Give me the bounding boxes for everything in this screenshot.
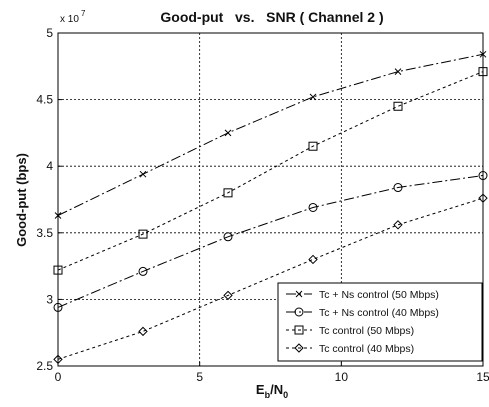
data-point [393, 101, 403, 111]
legend-marker [295, 290, 303, 298]
chart-title: Good-put vs. SNR ( Channel 2 ) [160, 9, 383, 25]
series-1 [54, 50, 487, 219]
legend: Tc + Ns control (50 Mbps) Tc + Ns control… [277, 282, 483, 362]
data-point [479, 50, 487, 58]
data-point [139, 170, 147, 178]
y-tick-label: 3 [46, 292, 53, 306]
x-axis-label-sub-b: b [265, 390, 271, 400]
data-point [53, 302, 63, 312]
data-point [224, 129, 232, 137]
y-multiplier: x 10 7 [60, 9, 86, 25]
data-point [223, 290, 233, 301]
data-point [393, 220, 403, 230]
series-line [57, 53, 484, 216]
data-point [394, 68, 402, 75]
legend-entry: Tc control (40 Mbps) [286, 343, 414, 355]
y-tick-label: 2.5 [36, 359, 53, 373]
y-axis-label: Good-put (bps) [14, 153, 29, 247]
y-tick-label: 3.5 [36, 226, 53, 240]
legend-marker [294, 325, 304, 335]
data-point [478, 193, 488, 203]
x-tick-label: 0 [55, 370, 62, 384]
data-point [53, 265, 63, 275]
data-point [308, 254, 318, 265]
legend-entry: Tc + Ns control (40 Mbps) [286, 307, 439, 319]
legend-box [277, 282, 483, 362]
legend-label: Tc + Ns control (40 Mbps) [319, 307, 439, 319]
series-layer [53, 50, 488, 365]
data-point [308, 202, 318, 212]
y-tick-label: 5 [46, 26, 53, 40]
legend-label: Tc control (40 Mbps) [319, 343, 414, 355]
data-point [478, 171, 488, 181]
data-point [54, 212, 62, 219]
x-ticks: 0 5 10 15 [55, 362, 489, 384]
plot-frame [57, 32, 484, 367]
legend-marker [294, 343, 304, 353]
y-ticks: 2.5 3 3.5 4 4.5 5 [36, 26, 62, 373]
x-axis-label-n: /N [270, 382, 283, 397]
y-multiplier-exponent: 7 [81, 9, 86, 18]
data-point [308, 141, 318, 151]
x-axis-label-sub-0: 0 [283, 390, 288, 400]
data-point [138, 326, 148, 337]
x-tick-label: 15 [476, 370, 489, 384]
x-tick-label: 5 [196, 370, 203, 384]
series-4 [53, 193, 488, 365]
series-2 [53, 171, 488, 312]
y-tick-label: 4 [46, 159, 53, 173]
data-point [138, 229, 148, 239]
series-line [57, 71, 484, 271]
legend-label: Tc control (50 Mbps) [319, 325, 414, 337]
data-point [478, 67, 488, 77]
x-tick-label: 10 [335, 370, 349, 384]
series-line [57, 175, 484, 308]
legend-marker [294, 307, 304, 317]
x-axis-label-e: E [256, 382, 265, 397]
data-point [393, 183, 403, 193]
data-point [53, 354, 63, 365]
series-line [57, 197, 484, 360]
legend-entry: Tc control (50 Mbps) [286, 325, 414, 337]
series-3 [53, 67, 488, 275]
data-point [223, 232, 233, 242]
y-tick-label: 4.5 [36, 93, 53, 107]
legend-entry: Tc + Ns control (50 Mbps) [286, 289, 439, 301]
y-multiplier-base: x 10 [60, 14, 79, 25]
legend-label: Tc + Ns control (50 Mbps) [319, 289, 439, 301]
data-point [309, 93, 317, 101]
x-axis-label: Eb/N0 [256, 382, 288, 400]
data-point [138, 266, 148, 276]
data-point [223, 188, 233, 198]
